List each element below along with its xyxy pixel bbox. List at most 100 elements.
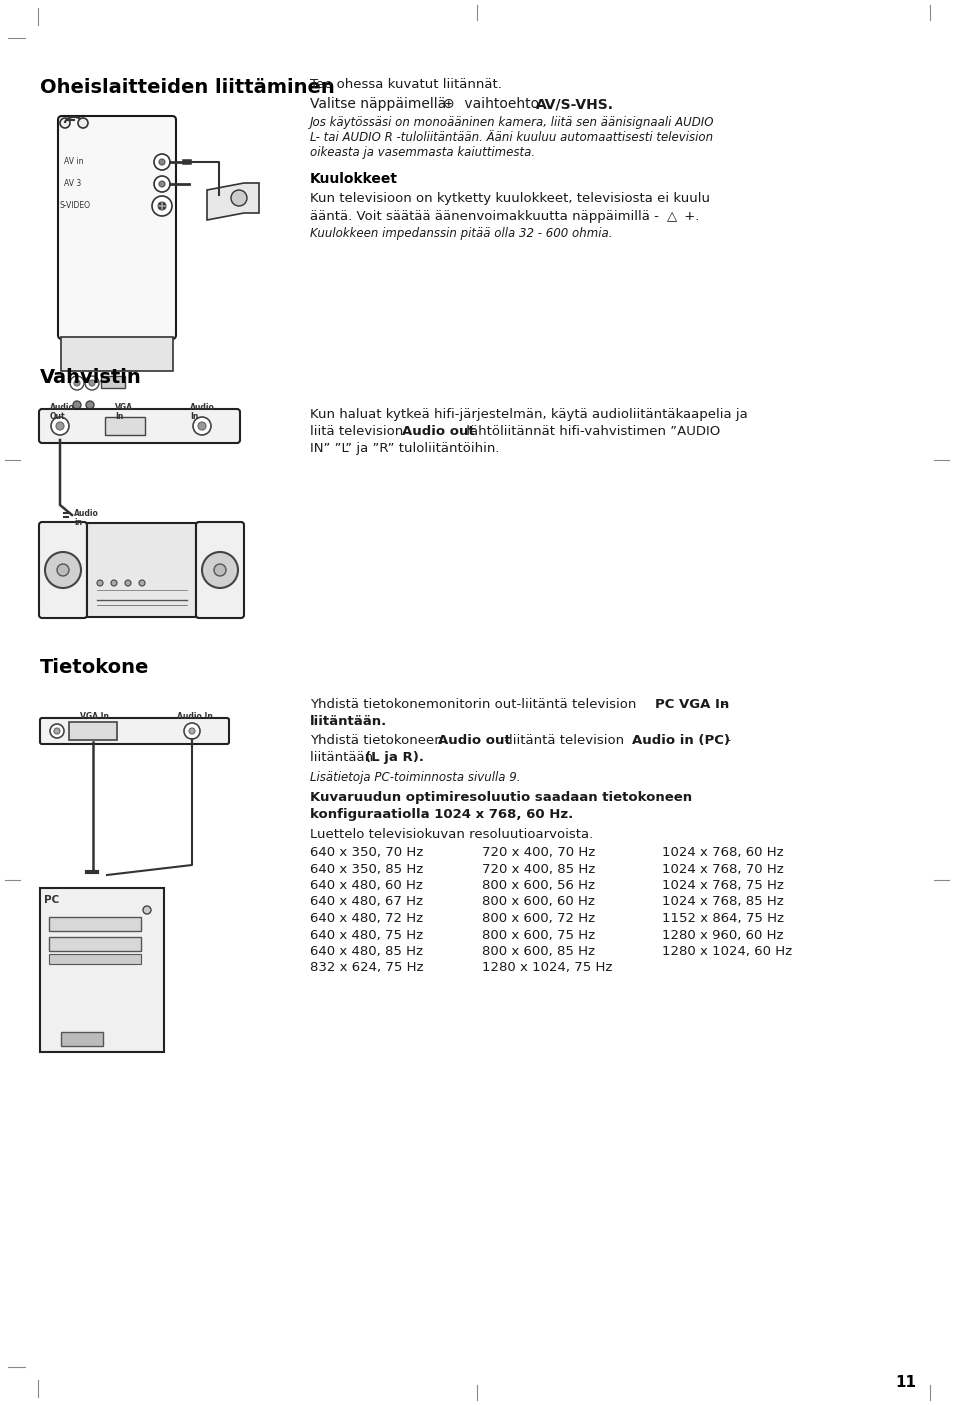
Circle shape	[159, 159, 165, 164]
Circle shape	[189, 728, 194, 733]
Text: 640 x 350, 70 Hz: 640 x 350, 70 Hz	[310, 846, 423, 858]
Circle shape	[159, 202, 161, 205]
Text: IN” ”L” ja ”R” tuloliitäntöihin.: IN” ”L” ja ”R” tuloliitäntöihin.	[310, 443, 499, 455]
Text: Kuulokkeet: Kuulokkeet	[310, 171, 397, 185]
FancyBboxPatch shape	[69, 722, 117, 740]
FancyBboxPatch shape	[39, 523, 87, 618]
Text: Kuvaruudun optimiresoluutio saadaan tietokoneen: Kuvaruudun optimiresoluutio saadaan tiet…	[310, 791, 691, 804]
Text: Kun televisioon on kytketty kuulokkeet, televisiosta ei kuulu: Kun televisioon on kytketty kuulokkeet, …	[310, 192, 709, 205]
Text: Kuulokkeen impedanssin pitää olla 32 - 600 ohmia.: Kuulokkeen impedanssin pitää olla 32 - 6…	[310, 228, 612, 240]
Text: liitä television: liitä television	[310, 424, 407, 438]
FancyBboxPatch shape	[87, 523, 195, 617]
Circle shape	[202, 552, 237, 589]
Circle shape	[159, 181, 165, 187]
Text: -: -	[718, 698, 726, 711]
Circle shape	[213, 563, 226, 576]
Text: Out: Out	[50, 412, 66, 422]
Text: Audio in (PC): Audio in (PC)	[631, 733, 729, 747]
Circle shape	[143, 906, 151, 915]
FancyBboxPatch shape	[101, 377, 125, 388]
Circle shape	[111, 580, 117, 586]
FancyBboxPatch shape	[49, 954, 141, 964]
Text: Audio: Audio	[74, 509, 99, 518]
Circle shape	[51, 417, 69, 436]
Text: 1024 x 768, 85 Hz: 1024 x 768, 85 Hz	[661, 895, 783, 909]
Text: 1024 x 768, 70 Hz: 1024 x 768, 70 Hz	[661, 863, 783, 875]
Text: Kun haluat kytkeä hifi-järjestelmän, käytä audioliitäntäkaapelia ja: Kun haluat kytkeä hifi-järjestelmän, käy…	[310, 407, 747, 422]
FancyBboxPatch shape	[49, 917, 141, 932]
Text: In: In	[115, 412, 123, 422]
Text: AV 3: AV 3	[64, 178, 81, 188]
Text: 640 x 350, 85 Hz: 640 x 350, 85 Hz	[310, 863, 423, 875]
Text: Audio out: Audio out	[437, 733, 510, 747]
Text: PC VGA In: PC VGA In	[655, 698, 728, 711]
Circle shape	[57, 563, 69, 576]
Text: VGA: VGA	[115, 403, 132, 412]
FancyBboxPatch shape	[40, 718, 229, 745]
Text: 1280 x 1024, 60 Hz: 1280 x 1024, 60 Hz	[661, 946, 791, 958]
Circle shape	[152, 197, 172, 216]
Circle shape	[85, 377, 99, 391]
Text: AV/S-VHS.: AV/S-VHS.	[536, 97, 614, 111]
Text: ⊕: ⊕	[442, 97, 455, 111]
Text: konfiguraatiolla 1024 x 768, 60 Hz.: konfiguraatiolla 1024 x 768, 60 Hz.	[310, 808, 573, 821]
Text: -liitäntä television: -liitäntä television	[499, 733, 628, 747]
Text: 640 x 480, 60 Hz: 640 x 480, 60 Hz	[310, 880, 422, 892]
FancyBboxPatch shape	[61, 1033, 103, 1045]
Circle shape	[78, 118, 88, 128]
Text: In: In	[190, 412, 198, 422]
Text: 640 x 480, 72 Hz: 640 x 480, 72 Hz	[310, 912, 423, 924]
Circle shape	[153, 155, 170, 170]
Text: VGA In: VGA In	[80, 712, 109, 721]
Text: Audio: Audio	[50, 403, 74, 412]
Circle shape	[159, 207, 161, 209]
Text: 1152 x 864, 75 Hz: 1152 x 864, 75 Hz	[661, 912, 783, 924]
Text: oikeasta ja vasemmasta kaiuttimesta.: oikeasta ja vasemmasta kaiuttimesta.	[310, 146, 535, 159]
Circle shape	[158, 202, 166, 209]
Text: 800 x 600, 75 Hz: 800 x 600, 75 Hz	[481, 929, 595, 941]
Circle shape	[193, 417, 211, 436]
Circle shape	[163, 207, 165, 209]
Text: Yhdistä tietokoneen: Yhdistä tietokoneen	[310, 733, 447, 747]
Text: ääntä. Voit säätää äänenvoimakkuutta näppäimillä -: ääntä. Voit säätää äänenvoimakkuutta näp…	[310, 209, 662, 223]
FancyBboxPatch shape	[105, 417, 145, 436]
Text: Audio: Audio	[190, 403, 214, 412]
Circle shape	[74, 379, 80, 386]
Circle shape	[163, 202, 165, 205]
Text: Audio out: Audio out	[401, 424, 475, 438]
Text: lähtöliitännät hifi-vahvistimen ”AUDIO: lähtöliitännät hifi-vahvistimen ”AUDIO	[461, 424, 720, 438]
Text: liitäntään.: liitäntään.	[310, 715, 387, 728]
Polygon shape	[207, 183, 258, 221]
Circle shape	[153, 176, 170, 192]
Text: Valitse näppäimellä: Valitse näppäimellä	[310, 97, 450, 111]
Text: Oheislaitteiden liittäminen: Oheislaitteiden liittäminen	[40, 79, 335, 97]
Text: vaihtoehto: vaihtoehto	[459, 97, 543, 111]
Circle shape	[54, 728, 60, 733]
Text: liitäntään: liitäntään	[310, 752, 377, 764]
Text: 720 x 400, 85 Hz: 720 x 400, 85 Hz	[481, 863, 595, 875]
Text: 832 x 624, 75 Hz: 832 x 624, 75 Hz	[310, 961, 423, 975]
Circle shape	[50, 724, 64, 738]
Text: 640 x 480, 85 Hz: 640 x 480, 85 Hz	[310, 946, 422, 958]
Text: Jos käytössäsi on monoääninen kamera, liitä sen äänisignaali AUDIO: Jos käytössäsi on monoääninen kamera, li…	[310, 117, 714, 129]
Text: 800 x 600, 56 Hz: 800 x 600, 56 Hz	[481, 880, 595, 892]
Text: 640 x 480, 75 Hz: 640 x 480, 75 Hz	[310, 929, 423, 941]
Text: (L ja R).: (L ja R).	[365, 752, 423, 764]
Text: Vahvistin: Vahvistin	[40, 368, 142, 386]
Text: 800 x 600, 60 Hz: 800 x 600, 60 Hz	[481, 895, 595, 909]
Circle shape	[70, 377, 84, 391]
Circle shape	[45, 552, 81, 589]
Text: Luettelo televisiokuvan resoluutioarvoista.: Luettelo televisiokuvan resoluutioarvois…	[310, 828, 593, 842]
Text: in: in	[74, 518, 82, 527]
Text: 1024 x 768, 75 Hz: 1024 x 768, 75 Hz	[661, 880, 783, 892]
Circle shape	[60, 118, 70, 128]
Text: +.: +.	[679, 209, 699, 223]
Text: PC: PC	[44, 895, 59, 905]
Circle shape	[139, 580, 145, 586]
FancyBboxPatch shape	[58, 117, 175, 339]
Text: S-VIDEO: S-VIDEO	[60, 201, 91, 209]
Text: Yhdistä tietokonemonitorin out-liitäntä television: Yhdistä tietokonemonitorin out-liitäntä …	[310, 698, 640, 711]
Circle shape	[125, 580, 131, 586]
FancyBboxPatch shape	[39, 409, 240, 443]
Text: L- tai AUDIO R -tuloliitäntään. Ääni kuuluu automaattisesti television: L- tai AUDIO R -tuloliitäntään. Ääni kuu…	[310, 131, 713, 143]
